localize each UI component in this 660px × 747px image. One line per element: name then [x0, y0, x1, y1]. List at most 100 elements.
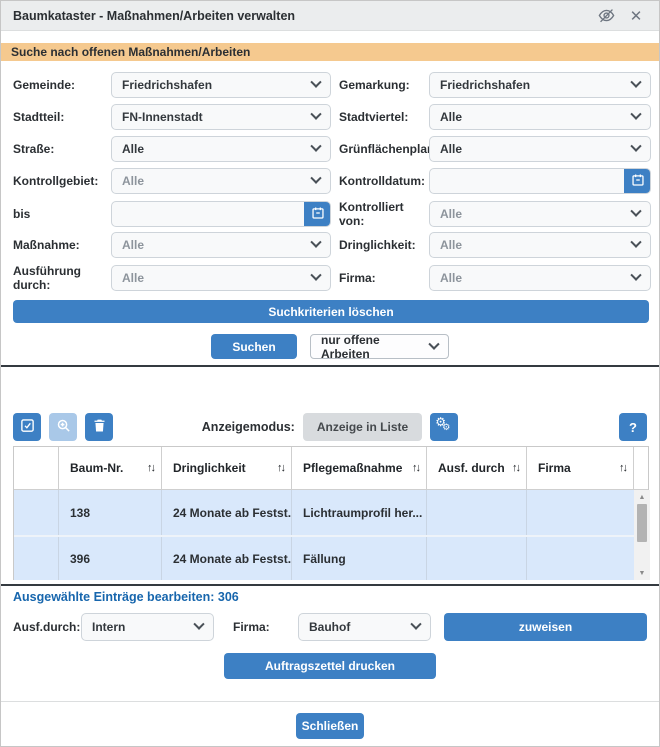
cell-pflegemassnahme: Fällung [292, 537, 427, 580]
kontrolliert-von-label: Kontrolliert von: [339, 200, 404, 228]
gruenflaechenplan-label: Grünflächenplan: [339, 142, 439, 156]
assign-ausf-label: Ausf.durch: [13, 620, 81, 634]
search-section-banner: Suche nach offenen Maßnahmen/Arbeiten [1, 43, 659, 61]
print-order-slip-button[interactable]: Auftragszettel drucken [224, 653, 436, 679]
assign-ausf-select[interactable]: Intern [81, 613, 214, 641]
close-icon[interactable]: ✕ [629, 7, 643, 25]
search-row: Suchen nur offene Arbeiten [1, 333, 659, 361]
chevron-down-icon [630, 108, 642, 120]
form-row: Maßnahme: Alle Dringlichkeit: Alle [13, 232, 651, 258]
gemeinde-label: Gemeinde: [13, 78, 76, 92]
table-rows: 138 24 Monate ab Festst... Lichtraumprof… [14, 490, 634, 580]
bis-calendar-button[interactable] [304, 202, 330, 226]
section-divider [1, 365, 659, 367]
print-row: Auftragszettel drucken [1, 653, 659, 679]
stadtviertel-select[interactable]: Alle [429, 104, 651, 130]
stadtteil-select[interactable]: FN-Innenstadt [111, 104, 331, 130]
strasse-select[interactable]: Alle [111, 136, 331, 162]
selected-entries-info: Ausgewählte Einträge bearbeiten: 306 [13, 590, 239, 604]
gemarkung-select[interactable]: Friedrichshafen [429, 72, 651, 98]
calendar-icon [311, 206, 325, 223]
display-mode-label: Anzeigemodus: [201, 420, 295, 434]
chevron-down-icon [193, 618, 205, 630]
chevron-down-icon [630, 140, 642, 152]
form-row: Gemeinde: Friedrichshafen Gemarkung: Fri… [13, 72, 651, 98]
bis-field [111, 201, 331, 227]
cell-dringlichkeit: 24 Monate ab Festst... [162, 490, 292, 535]
sort-icon[interactable]: ↑↓ [147, 462, 156, 474]
select-all-button[interactable] [13, 413, 41, 441]
chevron-down-icon [310, 140, 322, 152]
column-header-baum-nr[interactable]: Baum-Nr. ↑↓ [59, 447, 162, 489]
close-dialog-button[interactable]: Schließen [296, 713, 364, 739]
table-body: 138 24 Monate ab Festst... Lichtraumprof… [14, 489, 650, 580]
dialog-titlebar: Baumkataster - Maßnahmen/Arbeiten verwal… [1, 1, 659, 31]
checkbox-column-header [14, 447, 59, 489]
gemeinde-select[interactable]: Friedrichshafen [111, 72, 331, 98]
firma-select[interactable]: Alle [429, 265, 651, 291]
chevron-down-icon [630, 205, 642, 217]
bis-label: bis [13, 207, 31, 221]
cell-ausf-durch [427, 537, 527, 580]
column-header-firma[interactable]: Firma ↑↓ [527, 447, 634, 489]
kontrollgebiet-select[interactable]: Alle [111, 168, 331, 194]
dialog-footer: Schließen [1, 701, 659, 739]
gemarkung-label: Gemarkung: [339, 78, 410, 92]
strasse-label: Straße: [13, 142, 55, 156]
cell-firma [527, 490, 634, 535]
kontrolldatum-calendar-button[interactable] [624, 169, 650, 193]
dringlichkeit-label: Dringlichkeit: [339, 238, 416, 252]
settings-button[interactable]: ⚙ ⚙ [430, 413, 459, 441]
column-header-pflegemassnahme[interactable]: Pflegemaßnahme ↑↓ [292, 447, 427, 489]
kontrolliert-von-select[interactable]: Alle [429, 201, 651, 227]
cell-dringlichkeit: 24 Monate ab Festst... [162, 537, 292, 580]
chevron-down-icon [310, 108, 322, 120]
sort-icon[interactable]: ↑↓ [512, 462, 521, 474]
chevron-down-icon [310, 172, 322, 184]
chevron-down-icon [630, 236, 642, 248]
assign-button[interactable]: zuweisen [444, 613, 647, 641]
table-vertical-scrollbar[interactable]: ▲ ▼ [634, 490, 650, 580]
form-row: bis Kontrolliert von: Alle [13, 200, 651, 228]
search-button[interactable]: Suchen [211, 334, 297, 359]
table-row[interactable]: 138 24 Monate ab Festst... Lichtraumprof… [14, 490, 634, 535]
bis-input[interactable] [112, 202, 304, 226]
table-header-row: Baum-Nr. ↑↓ Dringlichkeit ↑↓ Pflegemaßna… [14, 447, 648, 489]
delete-button[interactable] [85, 413, 113, 441]
kontrollgebiet-label: Kontrollgebiet: [13, 174, 99, 188]
open-works-filter-select[interactable]: nur offene Arbeiten [310, 333, 449, 361]
zoom-to-selection-button[interactable] [49, 413, 77, 441]
sort-icon[interactable]: ↑↓ [619, 462, 628, 474]
clear-search-criteria-button[interactable]: Suchkriterien löschen [13, 300, 649, 323]
chevron-down-icon [310, 269, 322, 281]
ausfuehrung-durch-select[interactable]: Alle [111, 265, 331, 291]
gear-icon: ⚙ [442, 422, 451, 432]
dringlichkeit-select[interactable]: Alle [429, 232, 651, 258]
chevron-down-icon [410, 618, 422, 630]
column-header-ausf-durch[interactable]: Ausf. durch ↑↓ [427, 447, 527, 489]
scroll-down-arrow[interactable]: ▼ [638, 569, 646, 577]
checkbox-icon [20, 418, 35, 436]
display-mode-group: Anzeigemodus: Anzeige in Liste ⚙ ⚙ [1, 413, 659, 441]
assign-firma-label: Firma: [233, 620, 270, 634]
calendar-icon [631, 173, 645, 190]
assign-row: Ausf.durch: Intern Firma: Bauhof zuweise… [1, 613, 659, 641]
display-mode-value[interactable]: Anzeige in Liste [302, 413, 423, 441]
table-row[interactable]: 396 24 Monate ab Festst... Fällung [14, 535, 634, 580]
form-row: Straße: Alle Grünflächenplan: Alle [13, 136, 651, 162]
scroll-up-arrow[interactable]: ▲ [638, 493, 646, 501]
scrollbar-thumb[interactable] [637, 504, 647, 542]
gruenflaechenplan-select[interactable]: Alle [429, 136, 651, 162]
chevron-down-icon [310, 76, 322, 88]
eye-off-icon[interactable] [595, 5, 617, 27]
column-header-dringlichkeit[interactable]: Dringlichkeit ↑↓ [162, 447, 292, 489]
massnahme-select[interactable]: Alle [111, 232, 331, 258]
help-button[interactable]: ? [619, 413, 647, 441]
cell-ausf-durch [427, 490, 527, 535]
sort-icon[interactable]: ↑↓ [277, 462, 286, 474]
chevron-down-icon [630, 269, 642, 281]
sort-icon[interactable]: ↑↓ [412, 462, 421, 474]
ausfuehrung-durch-label: Ausführung durch: [13, 264, 81, 292]
assign-firma-select[interactable]: Bauhof [298, 613, 431, 641]
kontrolldatum-input[interactable] [430, 169, 624, 193]
